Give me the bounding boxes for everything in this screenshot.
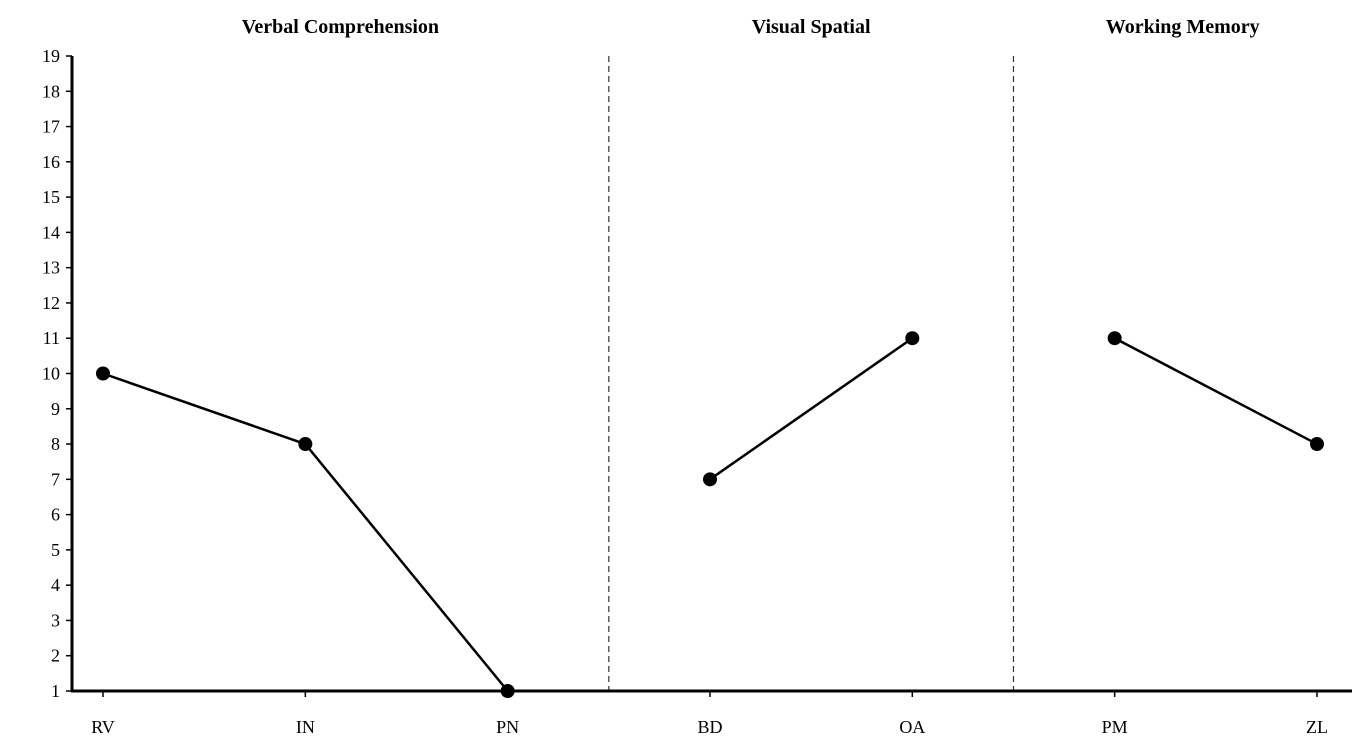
group-titles: Verbal Comprehension Visual Spatial Workin…	[242, 16, 1260, 38]
y-tick-label: 18	[42, 81, 60, 101]
data-point-pn	[500, 684, 515, 698]
axes	[70, 56, 1352, 693]
x-tick-label-pn: PN	[496, 717, 519, 737]
data-point-pm	[1107, 331, 1122, 346]
group-title-working-memory: Working Memory	[1106, 16, 1260, 38]
x-tick-label-oa: OA	[899, 717, 925, 737]
y-tick-label: 19	[42, 46, 60, 66]
x-axis-ticks: RV IN PN BD OA PM ZL	[91, 691, 1328, 737]
x-tick-label-pm: PM	[1102, 717, 1128, 737]
group-title-verbal-comprehension: Verbal Comprehension	[242, 16, 439, 38]
series-line-visual-spatial	[709, 337, 914, 481]
x-tick-label-rv: RV	[91, 717, 115, 737]
y-tick-label: 15	[42, 187, 60, 207]
y-tick-label: 5	[51, 540, 60, 560]
y-tick-label: 16	[42, 152, 60, 172]
y-tick-label: 17	[42, 117, 60, 137]
y-tick-label: 7	[51, 469, 60, 489]
data-point-in	[298, 437, 313, 452]
x-tick-label-zl: ZL	[1306, 717, 1328, 737]
x-tick-label-in: IN	[296, 717, 315, 737]
y-tick-label: 11	[43, 328, 60, 348]
data-point-rv	[96, 366, 110, 381]
y-tick-label: 8	[51, 434, 60, 454]
y-tick-label: 2	[51, 646, 60, 666]
y-tick-label: 12	[42, 293, 60, 313]
y-tick-label: 1	[51, 681, 60, 701]
group-separators	[608, 56, 1015, 691]
series-line-verbal-comprehension	[102, 372, 509, 692]
series-points	[96, 331, 1324, 698]
x-tick-label-bd: BD	[697, 717, 722, 737]
data-point-oa	[905, 331, 920, 346]
y-tick-label: 4	[51, 575, 60, 595]
y-tick-label: 13	[42, 258, 60, 278]
group-title-visual-spatial: Visual Spatial	[752, 16, 871, 38]
y-tick-label: 14	[42, 222, 60, 242]
y-tick-label: 3	[51, 610, 60, 630]
data-point-zl	[1309, 437, 1324, 452]
y-tick-label: 6	[51, 505, 60, 525]
y-tick-label: 10	[42, 364, 60, 384]
series-line-working-memory	[1114, 337, 1318, 446]
data-point-bd	[702, 472, 717, 487]
y-tick-label: 9	[51, 399, 60, 419]
series-lines	[102, 337, 1318, 692]
